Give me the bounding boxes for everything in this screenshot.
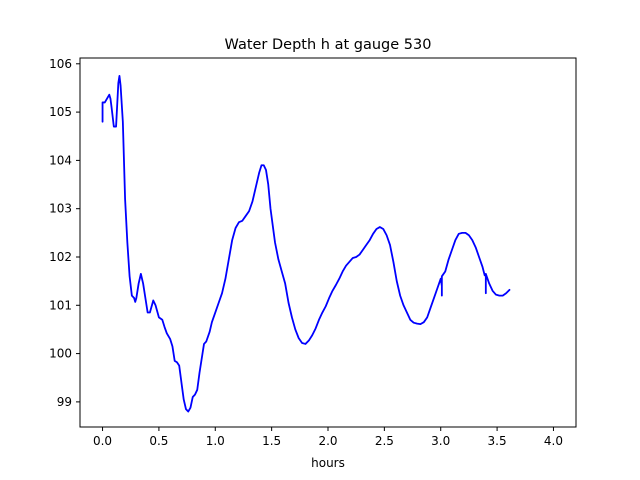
y-tick-label: 105 [49,105,72,119]
x-tick-label: 2.5 [375,434,394,448]
y-tick-label: 106 [49,57,72,71]
x-tick-label: 2.0 [318,434,337,448]
x-tick-label: 4.0 [544,434,563,448]
x-axis-label: hours [311,456,345,470]
x-tick-label: 0.0 [93,434,112,448]
y-axis: 99 100 101 102 103 104 105 106 [49,57,80,409]
y-tick-label: 102 [49,250,72,264]
x-tick-label: 1.5 [262,434,281,448]
y-tick-label: 101 [49,298,72,312]
plot-area [79,57,577,428]
axes-frame [79,57,577,428]
y-tick-label: 99 [57,395,72,409]
x-tick-label: 3.0 [431,434,450,448]
y-tick-label: 100 [49,347,72,361]
x-axis: 0.0 0.5 1.0 1.5 2.0 2.5 3.0 3.5 4.0 [93,427,563,448]
x-tick-label: 1.0 [206,434,225,448]
y-tick-label: 103 [49,202,72,216]
x-tick-label: 3.5 [488,434,507,448]
chart-title: Water Depth h at gauge 530 [225,37,432,53]
y-tick-label: 104 [49,153,72,167]
series-line-0 [101,74,511,413]
x-tick-label: 0.5 [149,434,168,448]
